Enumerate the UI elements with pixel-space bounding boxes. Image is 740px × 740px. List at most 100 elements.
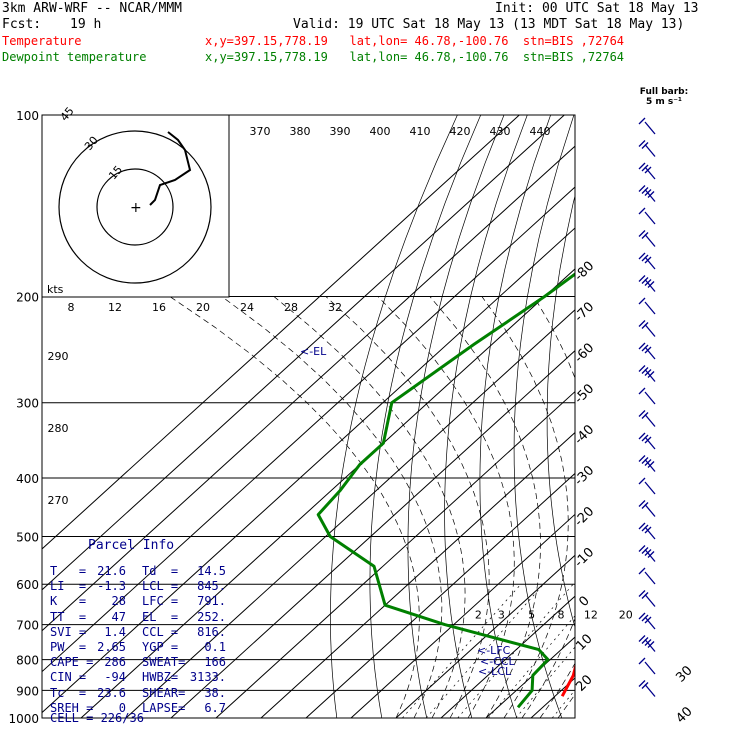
parcel-param-value: 21.6	[97, 564, 126, 578]
dry-adiabat-line	[579, 115, 652, 718]
forecast-label: Fcst:	[2, 17, 42, 32]
wind-barb	[638, 140, 656, 157]
isotherm-line	[80, 268, 575, 719]
mixing-ratio-label: 3	[498, 609, 505, 622]
isotherm-line	[42, 115, 520, 550]
wind-barb-staff	[644, 211, 656, 225]
pressure-tick-label: 500	[16, 530, 39, 544]
isotherm-label: -60	[572, 340, 598, 366]
valid-time: Valid: 19 UTC Sat 18 May 13 (13 MDT Sat …	[293, 17, 685, 32]
wind-barb-feather	[644, 256, 652, 264]
wind-barb-feather	[638, 275, 646, 282]
wind-barb-feather	[641, 232, 649, 239]
parcel-param-label: LCL =	[142, 579, 179, 594]
dry-adiabat-line	[407, 115, 505, 719]
wind-barb-feather	[638, 207, 646, 215]
hodograph-x-label: 28	[284, 301, 298, 314]
wind-barb-feather	[647, 281, 655, 288]
isotherm-label: -80	[572, 259, 598, 285]
pressure-tick-label: 400	[16, 472, 39, 486]
isotherm-line	[42, 186, 575, 673]
moist-adiabat-line	[273, 296, 466, 719]
wind-barb-feather	[644, 166, 652, 174]
parcel-param-label: HWBZ=	[142, 670, 179, 685]
isotherm-label: -40	[572, 422, 598, 448]
wind-barb	[638, 522, 656, 540]
hodograph-frame	[41, 114, 230, 298]
wind-barb	[638, 297, 656, 315]
wind-barb-feather	[638, 252, 646, 260]
parcel-param-value: 791.	[197, 594, 226, 609]
dry-adiabat-line	[546, 194, 575, 629]
wind-barb	[638, 635, 656, 652]
theta-label: 370	[250, 125, 271, 138]
hodograph-unit-label: kts	[47, 283, 64, 296]
wind-barb-feather	[641, 322, 649, 329]
wind-barb	[638, 590, 656, 607]
wind-barb	[638, 545, 656, 562]
wind-barb-feather	[647, 371, 655, 378]
wind-barb-feather	[638, 590, 646, 597]
isotherm-label: 30	[673, 663, 695, 685]
parcel-param-value: 6.7	[204, 700, 226, 715]
parcel-param-label: LAPSE=	[142, 700, 186, 715]
wind-barb	[638, 500, 656, 517]
wind-barb-feather	[638, 162, 646, 170]
level-annotation-el: <-EL	[300, 345, 327, 358]
wind-barb-feather	[641, 254, 649, 262]
moist-adiabat-line	[521, 296, 575, 719]
isotherm-line	[215, 390, 575, 719]
wind-barb-feather	[638, 320, 646, 327]
wind-barb-staff	[644, 414, 656, 427]
wind-barb-feather	[644, 436, 652, 444]
theta-left-label: 280	[48, 422, 69, 435]
isotherm-line	[485, 636, 575, 719]
wind-barb	[638, 252, 656, 270]
hodograph-x-label: 32	[328, 301, 342, 314]
wind-barb-feather	[638, 635, 646, 642]
dewpoint-profile	[316, 272, 575, 709]
parcel-param-label: K =	[50, 594, 87, 609]
parcel-param-label: CCL =	[142, 624, 179, 639]
isotherm-label: 10	[573, 631, 595, 653]
isotherm-line	[350, 513, 575, 719]
level-annotation-ccl: <-CCL	[480, 655, 516, 668]
parcel-param-label: SREH =	[50, 700, 94, 715]
wind-barb-feather	[644, 346, 652, 354]
model-title: 3km ARW-WRF -- NCAR/MMM	[2, 1, 183, 16]
parcel-param-value: 0.1	[204, 640, 226, 654]
theta-label: 390	[330, 125, 351, 138]
wind-barb-feather	[638, 185, 646, 192]
pressure-tick-label: 900	[16, 684, 39, 698]
wind-barb	[638, 342, 656, 360]
wind-barb-staff	[644, 121, 656, 135]
isotherm-label: 0	[576, 593, 592, 609]
wind-barb	[638, 387, 656, 405]
dry-adiabat-line	[369, 115, 482, 719]
wind-barb-feather	[641, 524, 649, 532]
theta-left-label: 290	[48, 350, 69, 363]
wind-barb-feather	[641, 592, 649, 599]
dewpoint-legend-info: x,y=397.15,778.19 lat,lon= 46.78,-100.76…	[205, 50, 625, 64]
wind-barb	[638, 432, 656, 450]
wind-barb-feather	[641, 367, 649, 374]
wind-barb-feather	[641, 164, 649, 172]
dry-adiabat-line	[669, 115, 740, 718]
mixing-ratio-label: 8	[557, 609, 564, 622]
theta-label: 400	[370, 125, 391, 138]
wind-barb-title: Full barb:	[640, 87, 688, 97]
moist-adiabat-line	[481, 296, 569, 719]
parcel-param-label: Tc =	[50, 685, 87, 700]
isotherm-line	[395, 554, 575, 719]
parcel-param-value: 0	[118, 700, 126, 715]
parcel-param-label: T =	[50, 564, 87, 578]
wind-barb-feather	[647, 191, 655, 198]
wind-barb-feather	[641, 682, 649, 689]
isotherm-line	[576, 115, 740, 718]
wind-barb	[638, 162, 656, 180]
wind-barb-staff	[644, 144, 656, 157]
hodograph-x-label: 12	[108, 301, 122, 314]
dewpoint-legend-label: Dewpoint temperature	[2, 50, 147, 64]
pressure-tick-label: 200	[16, 291, 39, 305]
